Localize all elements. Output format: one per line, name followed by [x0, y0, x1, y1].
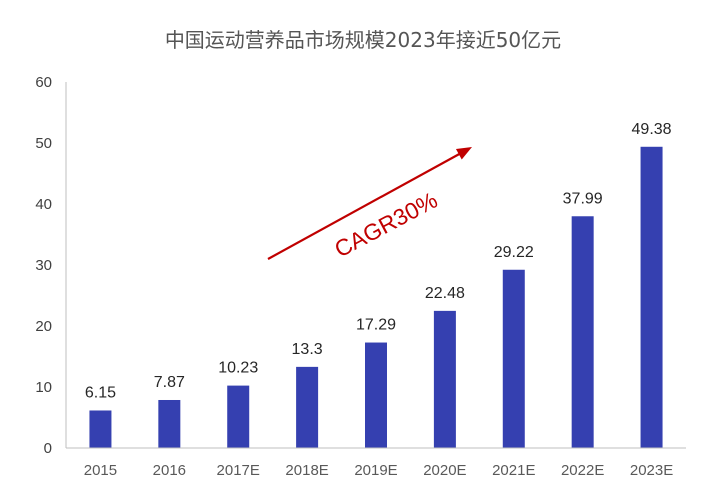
- x-tick-label: 2019E: [354, 462, 397, 479]
- cagr-arrow-head: [455, 147, 472, 160]
- y-tick-label: 20: [35, 318, 52, 335]
- x-tick-label: 2015: [84, 462, 117, 479]
- x-tick-label: 2020E: [423, 462, 466, 479]
- bar: [502, 269, 525, 448]
- data-label: 37.99: [563, 190, 603, 207]
- bar: [89, 410, 112, 448]
- y-tick-label: 40: [35, 196, 52, 213]
- data-label: 17.29: [356, 317, 396, 334]
- data-label: 22.48: [425, 285, 465, 302]
- bar: [640, 146, 663, 449]
- y-tick-label: 60: [35, 74, 52, 91]
- x-tick-label: 2018E: [285, 462, 328, 479]
- cagr-arrow-line: [267, 152, 461, 260]
- bar: [433, 310, 456, 448]
- y-tick-label: 30: [35, 257, 52, 274]
- data-label: 6.15: [85, 384, 116, 401]
- cagr-label: CAGR30%: [330, 187, 442, 263]
- x-tick-label: 2022E: [561, 462, 604, 479]
- chart-title: 中国运动营养品市场规模2023年接近50亿元: [164, 28, 562, 52]
- data-label: 7.87: [154, 374, 185, 391]
- x-tick-label: 2016: [153, 462, 186, 479]
- y-axis: 0 10 20 30 40 50 60: [35, 74, 67, 457]
- bar: [365, 342, 387, 448]
- cagr-annotation: CAGR30%: [267, 147, 472, 263]
- data-label: 29.22: [494, 244, 534, 261]
- data-label: 49.38: [632, 121, 672, 138]
- y-tick-label: 50: [35, 135, 52, 152]
- y-tick-label: 0: [44, 440, 52, 457]
- x-tick-label: 2017E: [217, 462, 260, 479]
- bar: [571, 216, 594, 448]
- x-tick-label: 2023E: [630, 462, 673, 479]
- bar: [227, 385, 250, 448]
- data-label: 10.23: [218, 360, 258, 377]
- y-tick-label: 10: [35, 379, 52, 396]
- bar: [158, 399, 181, 448]
- bar: [296, 366, 319, 448]
- x-axis: 2015 2016 2017E 2018E 2019E 2020E 2021E 2022E 20…: [66, 447, 686, 479]
- bars: [89, 146, 663, 449]
- data-label: 13.3: [292, 341, 323, 358]
- x-tick-label: 2021E: [492, 462, 535, 479]
- data-labels: 6.15 7.87 10.23 13.3 17.29 22.48 29.22 37.99 49.…: [85, 121, 672, 402]
